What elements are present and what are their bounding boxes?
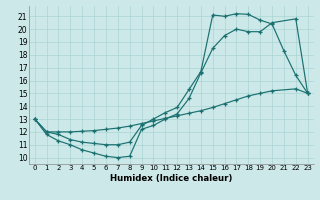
X-axis label: Humidex (Indice chaleur): Humidex (Indice chaleur)	[110, 174, 232, 183]
